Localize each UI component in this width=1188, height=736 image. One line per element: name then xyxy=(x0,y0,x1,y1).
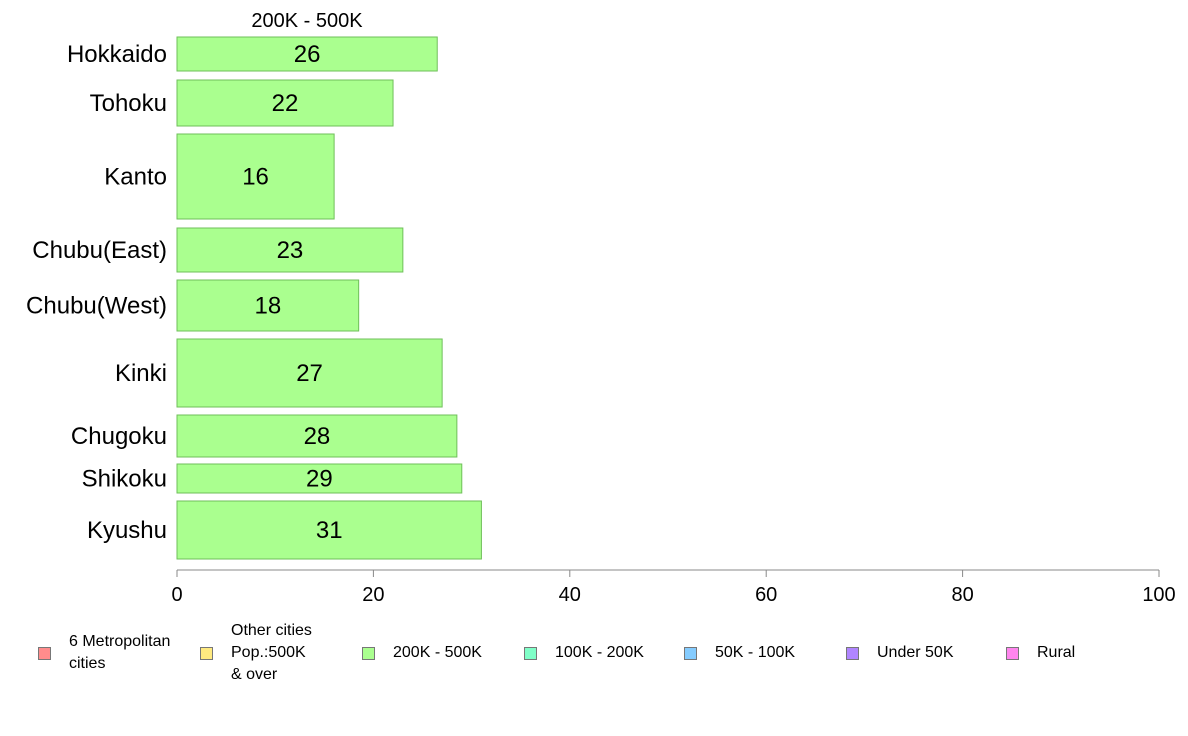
category-label: Chugoku xyxy=(71,423,167,450)
category-label: Kanto xyxy=(104,164,167,191)
bar-value-label: 16 xyxy=(242,164,269,191)
bar-tohoku xyxy=(176,79,394,127)
legend-item: 200K - 500K xyxy=(362,618,482,688)
legend-swatch xyxy=(524,646,537,660)
x-tick-label: 0 xyxy=(171,584,182,606)
legend-item: 100K - 200K xyxy=(524,618,644,688)
x-tick-label: 20 xyxy=(362,584,384,606)
legend-swatch xyxy=(1006,646,1019,660)
bar-chugoku xyxy=(176,414,458,458)
legend-swatch xyxy=(846,646,859,660)
legend-label: Rural xyxy=(1037,644,1076,661)
category-label: Kinki xyxy=(115,360,167,387)
bar-kanto xyxy=(176,133,335,220)
chart-title: 200K - 500K xyxy=(251,10,363,32)
bar-value-label: 29 xyxy=(306,466,333,493)
legend-item: 50K - 100K xyxy=(684,618,795,688)
bar-kyushu xyxy=(176,500,482,560)
legend-swatch xyxy=(200,646,213,660)
bar-hokkaido xyxy=(176,36,438,72)
bar-kinki xyxy=(176,338,443,408)
bar-shikoku xyxy=(176,463,463,494)
bar-value-label: 22 xyxy=(272,90,299,117)
category-label: Tohoku xyxy=(90,90,167,117)
x-tick-label: 60 xyxy=(755,584,777,606)
legend-label: Other cities Pop.:500K & over xyxy=(231,622,312,683)
category-label: Hokkaido xyxy=(67,41,167,68)
bar-value-label: 31 xyxy=(316,517,343,544)
bar-value-label: 28 xyxy=(304,423,331,450)
bar-value-label: 23 xyxy=(277,237,304,264)
legend-label: 50K - 100K xyxy=(715,644,796,661)
legend-item: Other cities Pop.:500K & over xyxy=(200,618,312,688)
bar-value-label: 26 xyxy=(294,41,321,68)
legend-item: Rural xyxy=(1006,618,1075,688)
category-label: Chubu(East) xyxy=(32,237,167,264)
category-label: Kyushu xyxy=(87,517,167,544)
bar-chubu-west- xyxy=(176,279,360,332)
legend-item: Under 50K xyxy=(846,618,954,688)
legend-label: 200K - 500K xyxy=(393,644,482,661)
legend-label: Under 50K xyxy=(877,644,954,661)
legend-swatch xyxy=(38,646,51,660)
bar-value-label: 18 xyxy=(254,293,281,320)
legend-item: 6 Metropolitan cities xyxy=(38,618,170,688)
legend-swatch xyxy=(684,646,697,660)
x-tick-label: 100 xyxy=(1142,584,1175,606)
legend-label: 6 Metropolitan cities xyxy=(69,633,171,672)
legend-label: 100K - 200K xyxy=(555,644,644,661)
bar-chubu-east- xyxy=(176,227,404,273)
bar-value-label: 27 xyxy=(296,360,323,387)
category-label: Shikoku xyxy=(82,466,167,493)
x-tick-label: 80 xyxy=(951,584,973,606)
chart-legend: 6 Metropolitan cities Other cities Pop.:5… xyxy=(38,618,1158,688)
category-label: Chubu(West) xyxy=(26,293,167,320)
legend-swatch xyxy=(362,646,375,660)
x-tick-label: 40 xyxy=(559,584,581,606)
